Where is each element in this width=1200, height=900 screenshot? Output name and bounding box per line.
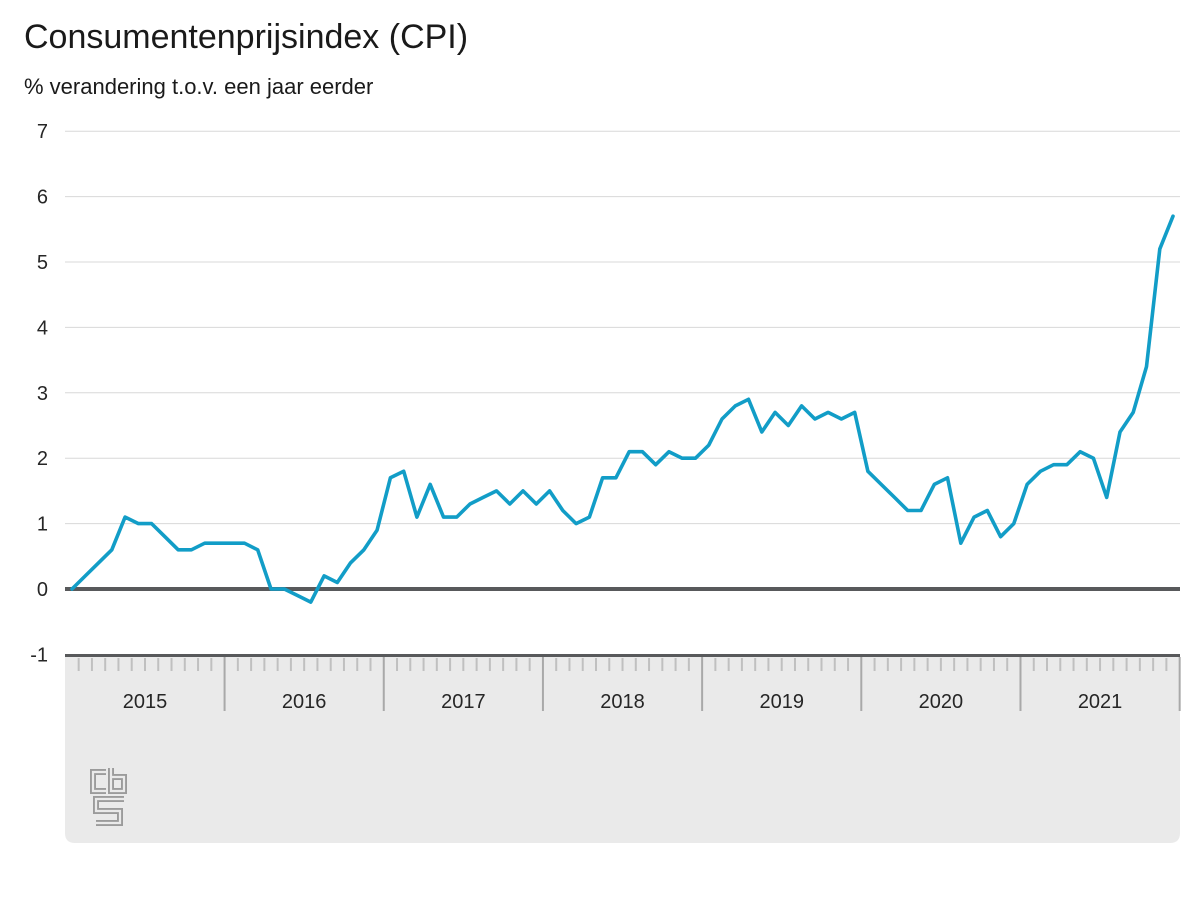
cbs-logo <box>90 768 127 826</box>
y-axis-label-4: 4 <box>37 317 48 339</box>
year-label-2021: 2021 <box>1078 691 1123 713</box>
logo-letter-b <box>108 768 127 794</box>
y-axis-label-5: 5 <box>37 252 48 274</box>
logo-letter-c <box>90 769 106 794</box>
y-axis-label--1: -1 <box>30 644 48 666</box>
year-label-2015: 2015 <box>123 691 168 713</box>
year-label-2017: 2017 <box>441 691 486 713</box>
page-title: Consumentenprijsindex (CPI) <box>24 18 469 56</box>
logo-letter-b-inner <box>109 768 126 793</box>
y-axis-label-1: 1 <box>37 514 48 536</box>
year-label-2018: 2018 <box>600 691 645 713</box>
y-axis-label-2: 2 <box>37 448 48 470</box>
y-axis-label-7: 7 <box>37 121 48 143</box>
y-axis-label-0: 0 <box>37 579 48 601</box>
y-axis-label-6: 6 <box>37 187 48 209</box>
chart-subtitle: % verandering t.o.v. een jaar eerder <box>24 74 374 99</box>
y-axis-label-3: 3 <box>37 383 48 405</box>
year-label-2016: 2016 <box>282 691 327 713</box>
year-label-2019: 2019 <box>759 691 804 713</box>
cpi-line <box>70 214 1175 604</box>
logo-letter-c-inner <box>91 770 106 793</box>
year-label-2020: 2020 <box>919 691 964 713</box>
x-axis-band <box>65 654 1180 843</box>
logo-letter-s-inner <box>94 797 124 825</box>
